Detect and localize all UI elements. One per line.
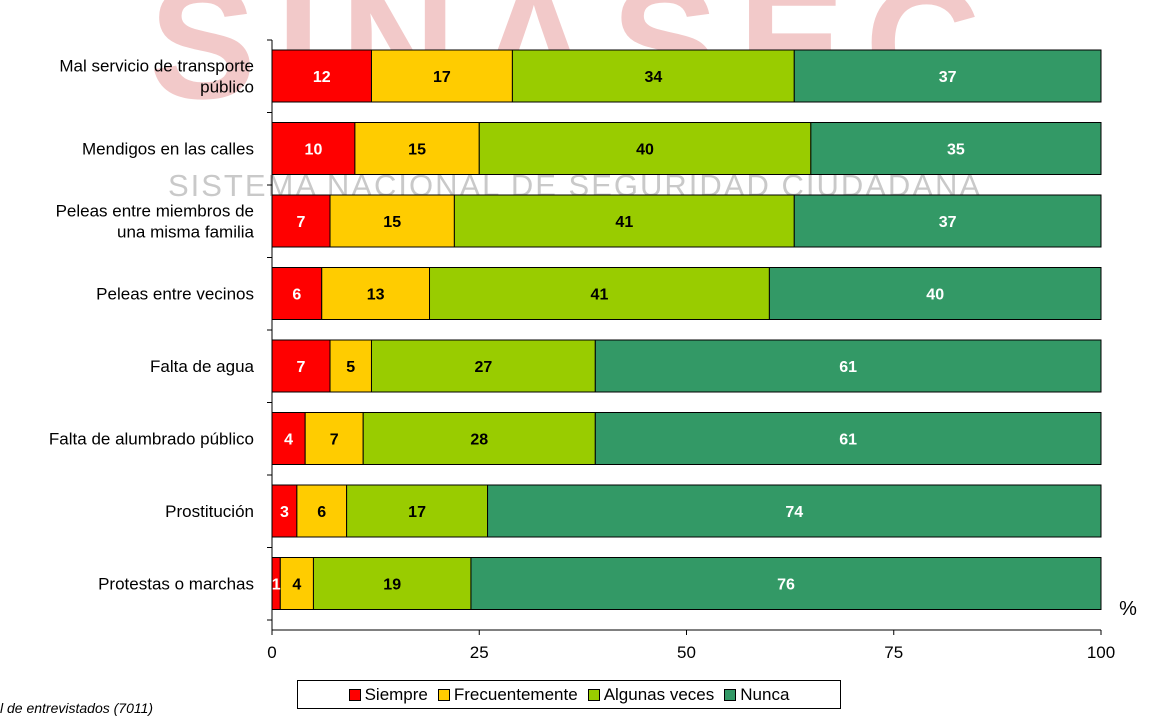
category-label: Protestas o marchas <box>98 575 254 594</box>
x-tick-label: 50 <box>677 643 696 662</box>
bar-segment <box>271 339 331 393</box>
legend-item: Algunas veces <box>587 684 715 705</box>
bar-segment <box>793 194 1102 248</box>
category-label: público <box>200 78 254 97</box>
category-label: Peleas entre vecinos <box>96 285 254 304</box>
bar-segment <box>470 557 1102 610</box>
bar-segment <box>271 412 306 465</box>
bar-value-label: 4 <box>292 577 301 594</box>
bar-segment <box>346 484 489 538</box>
bar-segment <box>329 339 372 393</box>
bar-value-label: 6 <box>292 287 301 304</box>
bar-segment <box>370 339 596 393</box>
legend-item: Siempre <box>348 684 428 705</box>
category-label: Mendigos en las calles <box>82 140 254 159</box>
footnote: l de entrevistados (7011) <box>0 700 154 716</box>
bar-value-label: 17 <box>433 69 451 86</box>
bar-value-label: 76 <box>777 577 795 594</box>
bar-value-label: 13 <box>367 287 385 304</box>
x-tick-label: 25 <box>470 643 489 662</box>
bar-value-label: 5 <box>346 359 355 376</box>
bar-segment <box>271 484 298 538</box>
bar-segment <box>354 122 480 175</box>
bar-value-label: 40 <box>926 287 944 304</box>
legend: Siempre Frecuentemente Algunas veces Nunca <box>297 680 841 709</box>
bar-segment <box>594 412 1102 465</box>
bar-segment <box>329 194 455 248</box>
bar-value-label: 17 <box>408 504 426 521</box>
bar-segment <box>304 412 364 465</box>
bar-value-label: 37 <box>939 69 957 86</box>
bar-value-label: 1 <box>272 577 281 594</box>
bar-value-label: 10 <box>305 142 323 159</box>
bar-value-label: 12 <box>313 69 331 86</box>
bar-segment <box>810 122 1102 175</box>
x-tick-label: 75 <box>884 643 903 662</box>
bar-segment <box>271 49 372 103</box>
bar-segment <box>271 122 356 175</box>
bar-segment <box>511 49 795 103</box>
bar-value-label: 41 <box>591 287 609 304</box>
x-tick-label: 0 <box>267 643 276 662</box>
bar-value-label: 37 <box>939 214 957 231</box>
bar-value-label: 41 <box>615 214 633 231</box>
bar-value-label: 4 <box>284 432 293 449</box>
bar-value-label: 34 <box>644 69 662 86</box>
bar-value-label: 40 <box>636 142 654 159</box>
bar-value-label: 35 <box>947 142 965 159</box>
bar-segment <box>768 267 1102 320</box>
bar-segment <box>453 194 795 248</box>
category-label: una misma familia <box>117 223 255 242</box>
legend-item: Frecuentemente <box>437 684 578 705</box>
bar-value-label: 7 <box>297 214 306 231</box>
legend-swatch <box>348 688 361 701</box>
bar-segment <box>487 484 1102 538</box>
category-label: Falta de agua <box>150 357 255 376</box>
bar-segment <box>362 412 596 465</box>
bar-value-label: 6 <box>317 504 326 521</box>
legend-label: Nunca <box>740 684 790 704</box>
bar-segment <box>321 267 431 320</box>
bar-segment <box>370 49 513 103</box>
bar-segment <box>594 339 1102 393</box>
bar-value-label: 19 <box>383 577 401 594</box>
bar-segment <box>279 557 314 610</box>
bar-value-label: 61 <box>839 359 857 376</box>
chart-bars <box>271 49 1102 610</box>
bar-value-label: 15 <box>383 214 401 231</box>
legend-swatch <box>587 688 600 701</box>
x-unit-label: % <box>1119 598 1137 620</box>
legend-label: Algunas veces <box>603 684 715 704</box>
category-label: Prostitución <box>165 502 254 521</box>
bar-value-label: 7 <box>297 359 306 376</box>
legend-swatch <box>724 688 737 701</box>
bar-value-label: 74 <box>785 504 803 521</box>
category-label: Peleas entre miembros de <box>56 202 254 221</box>
bar-value-label: 27 <box>474 359 492 376</box>
category-label: Falta de alumbrado público <box>49 430 254 449</box>
bar-segment <box>793 49 1102 103</box>
legend-swatch <box>437 688 450 701</box>
bar-value-label: 3 <box>280 504 289 521</box>
x-tick-label: 100 <box>1087 643 1115 662</box>
bar-value-label: 15 <box>408 142 426 159</box>
bar-value-label: 28 <box>470 432 488 449</box>
legend-label: Frecuentemente <box>453 684 578 704</box>
bar-value-label: 7 <box>330 432 339 449</box>
bar-value-label: 61 <box>839 432 857 449</box>
category-label: Mal servicio de transporte <box>59 57 254 76</box>
legend-label: Siempre <box>364 684 428 704</box>
bar-segment <box>271 267 323 320</box>
legend-item: Nunca <box>724 685 789 705</box>
